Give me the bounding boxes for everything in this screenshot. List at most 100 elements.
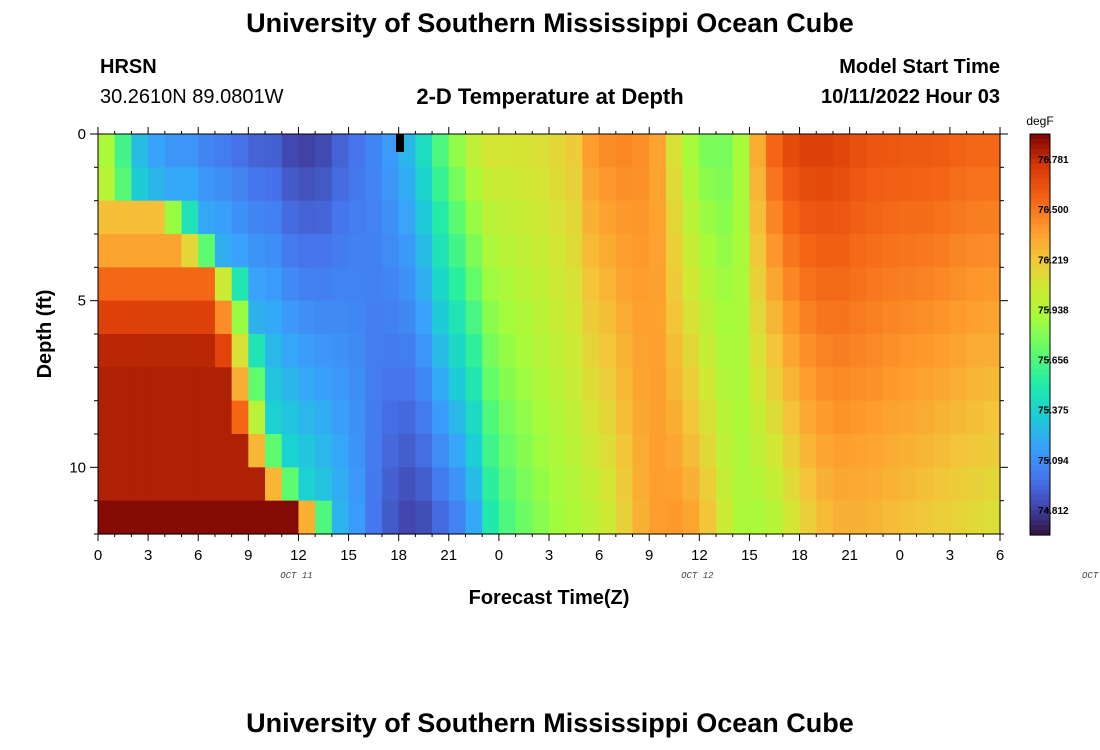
- heatmap-cell: [565, 267, 584, 302]
- heatmap-cell: [98, 500, 116, 535]
- heatmap-cell: [866, 467, 884, 502]
- heatmap-cell: [298, 434, 316, 468]
- heatmap-cell: [398, 200, 416, 235]
- heatmap-cell: [649, 267, 667, 302]
- heatmap-cell: [866, 134, 884, 168]
- heatmap-cell: [716, 200, 734, 235]
- heatmap-cell: [699, 234, 717, 268]
- colorbar-segment: [1030, 494, 1050, 501]
- heatmap-cell: [832, 434, 851, 468]
- heatmap-cell: [515, 367, 533, 402]
- heatmap-cell: [482, 434, 500, 468]
- heatmap-cell: [181, 300, 199, 335]
- heatmap-cell: [749, 367, 767, 402]
- heatmap-cell: [381, 134, 400, 168]
- heatmap-cell: [398, 300, 416, 335]
- heatmap-cell: [799, 334, 817, 368]
- heatmap-cell: [799, 500, 817, 535]
- heatmap-cell: [699, 367, 717, 402]
- heatmap-cell: [515, 400, 533, 435]
- x-tick-label: 12: [691, 547, 708, 564]
- heatmap-cell: [832, 500, 851, 535]
- heatmap-cell: [832, 167, 851, 202]
- heatmap-cell: [415, 467, 433, 502]
- heatmap-cell: [365, 500, 383, 535]
- heatmap-cell: [231, 267, 249, 302]
- colorbar-segment: [1030, 459, 1050, 466]
- heatmap-cell: [398, 434, 416, 468]
- heatmap-cell: [164, 367, 183, 402]
- heatmap-cell: [665, 200, 684, 235]
- heatmap-cell: [432, 434, 450, 468]
- colorbar-segment: [1030, 144, 1050, 150]
- heatmap-cell: [949, 234, 968, 268]
- heatmap-cell: [933, 167, 951, 202]
- heatmap-cell: [148, 267, 166, 302]
- colorbar-segment: [1030, 184, 1050, 190]
- colorbar-tick-label: 75.094: [1038, 456, 1069, 467]
- heatmap-cell: [181, 134, 199, 168]
- heatmap-cell: [732, 200, 751, 235]
- colorbar-segment: [1030, 164, 1050, 170]
- heatmap-cell: [582, 134, 600, 168]
- heatmap-cell: [816, 300, 834, 335]
- heatmap-cell: [164, 200, 183, 235]
- x-tick-label: 3: [946, 547, 954, 564]
- heatmap-cell: [716, 434, 734, 468]
- heatmap-cell: [265, 367, 283, 402]
- heatmap-cell: [716, 167, 734, 202]
- colorbar-segment: [1030, 139, 1050, 145]
- heatmap-cell: [816, 434, 834, 468]
- heatmap-cell: [933, 367, 951, 402]
- heatmap-cell: [98, 200, 116, 235]
- heatmap-cell: [298, 300, 316, 335]
- heatmap-cell: [832, 200, 851, 235]
- heatmap-cell: [381, 234, 400, 268]
- heatmap-cell: [816, 167, 834, 202]
- heatmap-cell: [465, 467, 483, 502]
- colorbar-tick-label: 75.938: [1038, 305, 1069, 316]
- heatmap-cell: [498, 267, 517, 302]
- heatmap-cell: [799, 400, 817, 435]
- heatmap-cell: [866, 300, 884, 335]
- heatmap-cell: [398, 334, 416, 368]
- heatmap-cell: [966, 400, 984, 435]
- heatmap-cell: [131, 267, 149, 302]
- heatmap-cell: [298, 467, 316, 502]
- heatmap-cell: [599, 167, 617, 202]
- heatmap-cell: [532, 400, 550, 435]
- heatmap-cell: [832, 234, 851, 268]
- heatmap-cell: [849, 500, 867, 535]
- heatmap-cell: [682, 500, 700, 535]
- heatmap-cell: [432, 300, 450, 335]
- heatmap-cell: [966, 267, 984, 302]
- heatmap-cell: [599, 334, 617, 368]
- heatmap-cell: [749, 434, 767, 468]
- heatmap-cell: [265, 500, 283, 535]
- heatmap-cell: [281, 400, 300, 435]
- heatmap-cell: [181, 400, 199, 435]
- colorbar-segment: [1030, 469, 1050, 476]
- y-tick-label: 0: [78, 126, 86, 143]
- heatmap-cell: [515, 234, 533, 268]
- heatmap-cell: [331, 500, 350, 535]
- colorbar-segment: [1030, 379, 1050, 386]
- heatmap-cell: [682, 467, 700, 502]
- heatmap-cell: [315, 167, 333, 202]
- heatmap-cell: [131, 500, 149, 535]
- heatmap-cell: [114, 300, 133, 335]
- heatmap-cell: [248, 400, 266, 435]
- heatmap-cell: [883, 500, 901, 535]
- heatmap-cell: [381, 334, 400, 368]
- heatmap-cell: [231, 200, 249, 235]
- colorbar-tick-label: 76.500: [1038, 205, 1069, 216]
- heatmap-cell: [331, 434, 350, 468]
- heatmap-cell: [131, 367, 149, 402]
- model-start-label: Model Start Time: [839, 56, 1000, 78]
- heatmap-cell: [799, 300, 817, 335]
- colorbar-segment: [1030, 249, 1050, 255]
- heatmap-cell: [315, 200, 333, 235]
- heatmap-cell: [498, 467, 517, 502]
- heatmap-cell: [131, 400, 149, 435]
- heatmap-cell: [849, 334, 867, 368]
